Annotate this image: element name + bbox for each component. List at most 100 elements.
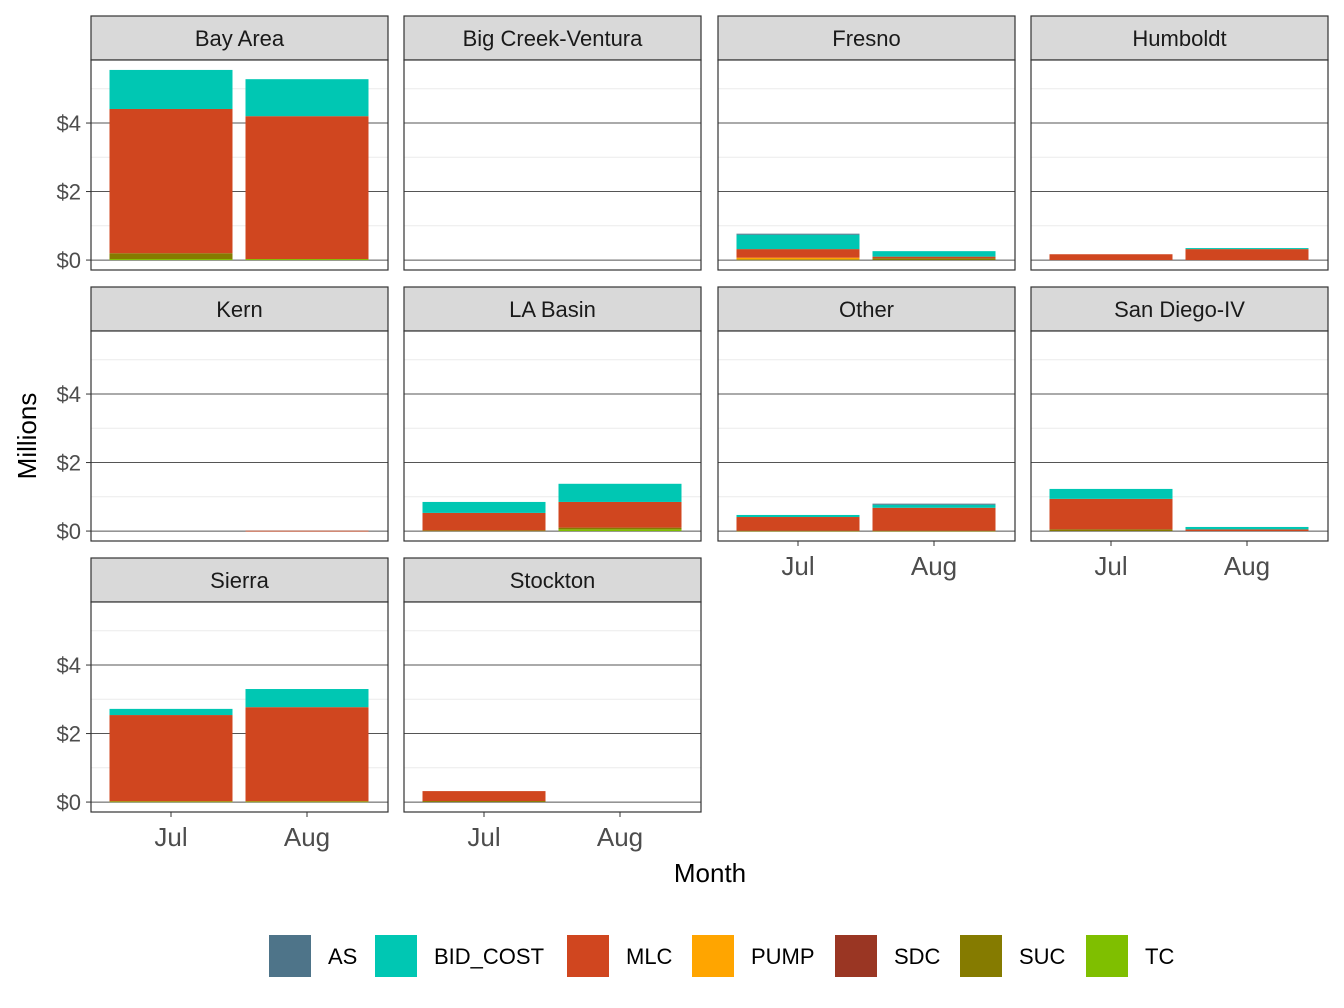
bar-segment-tc xyxy=(109,801,233,803)
bar-segment-bid_cost xyxy=(736,234,860,250)
facet-label: Humboldt xyxy=(1132,26,1226,51)
y-tick-label: $2 xyxy=(57,180,81,205)
bar-segment-mlc xyxy=(736,517,860,531)
y-tick-label: $0 xyxy=(57,790,81,815)
bar-segment-bid_cost xyxy=(736,514,860,518)
bar-segment-suc xyxy=(422,801,546,803)
facet-strip xyxy=(90,286,389,332)
panel-border xyxy=(90,59,389,271)
facet-strip xyxy=(1030,15,1329,61)
bar-segment-tc xyxy=(245,801,369,803)
facet-label: Other xyxy=(839,297,894,322)
x-tick-label: Jul xyxy=(1094,551,1127,581)
y-tick-label: $2 xyxy=(57,451,81,476)
facet-panel: LA Basin xyxy=(403,286,702,542)
bar-segment-suc xyxy=(872,530,996,532)
bar-segment-bid_cost xyxy=(245,689,369,708)
facet-panel: Stockton Jul Aug xyxy=(403,557,702,852)
legend-key-mlc xyxy=(567,935,609,977)
bar-segment-tc xyxy=(245,259,369,261)
facet-label: Fresno xyxy=(832,26,900,51)
y-axis-title: Millions xyxy=(12,393,42,480)
panel-background xyxy=(91,331,388,541)
y-tick-label: $4 xyxy=(57,111,81,136)
bar-segment-tc xyxy=(109,259,233,261)
x-tick-label: Aug xyxy=(911,551,957,581)
bar-segment-suc xyxy=(109,253,233,260)
bar-segment-tc xyxy=(558,529,682,532)
legend-key-sdc xyxy=(835,935,877,977)
facet-label: Big Creek-Ventura xyxy=(463,26,644,51)
panel-background xyxy=(1031,60,1328,270)
panel-border xyxy=(717,59,1016,271)
legend-label: AS xyxy=(328,944,357,969)
bar-segment-mlc xyxy=(245,707,369,802)
bar-segment-suc xyxy=(422,530,546,532)
bar-segment-bid_cost xyxy=(109,708,233,716)
facet-label: Bay Area xyxy=(195,26,285,51)
legend-label: PUMP xyxy=(751,944,815,969)
panel-border xyxy=(90,601,389,813)
facet-label: San Diego-IV xyxy=(1114,297,1245,322)
legend-key-pump xyxy=(692,935,734,977)
bar-segment-suc xyxy=(872,258,996,261)
legend-label: SUC xyxy=(1019,944,1066,969)
facet-panel: Kern $0 $2 $4 xyxy=(57,286,389,544)
y-tick-label: $0 xyxy=(57,519,81,544)
facet-label: Sierra xyxy=(210,568,269,593)
legend-label: MLC xyxy=(626,944,673,969)
legend-key-suc xyxy=(960,935,1002,977)
panel-border xyxy=(1030,59,1329,271)
bar-segment-suc xyxy=(558,527,682,530)
panel-border xyxy=(403,59,702,271)
bar-segment-bid_cost xyxy=(1185,248,1309,250)
facet-panel: San Diego-IV Jul Aug xyxy=(1030,286,1329,581)
bar-segment-bid_cost xyxy=(1049,488,1173,499)
x-tick-label: Jul xyxy=(467,822,500,852)
bar-segment-bid_cost xyxy=(872,251,996,257)
bar-segment-mlc xyxy=(872,256,996,259)
panel-border xyxy=(1030,330,1329,542)
facet-label: Stockton xyxy=(510,568,596,593)
facet-panel: Bay Area $0 $2 $4 xyxy=(57,15,389,273)
bar-segment-mlc xyxy=(245,530,369,532)
facet-panel: Big Creek-Ventura xyxy=(403,15,702,271)
bar-segment-mlc xyxy=(1185,249,1309,261)
y-tick-label: $2 xyxy=(57,722,81,747)
facet-strip xyxy=(717,286,1016,332)
y-tick-label: $0 xyxy=(57,248,81,273)
bar-segment-as xyxy=(736,233,860,235)
bar-segment-as xyxy=(872,503,996,505)
bar-segment-bid_cost xyxy=(1185,526,1309,530)
bar-segment-mlc xyxy=(872,507,996,531)
legend-key-tc xyxy=(1086,935,1128,977)
x-tick-label: Jul xyxy=(154,822,187,852)
legend-key-bid_cost xyxy=(375,935,417,977)
x-tick-label: Aug xyxy=(597,822,643,852)
facet-panel: Fresno xyxy=(717,15,1016,271)
bar-segment-mlc xyxy=(245,116,369,260)
facet-strip xyxy=(1030,286,1329,332)
bar-segment-mlc xyxy=(1049,498,1173,530)
bar-segment-bid_cost xyxy=(422,501,546,513)
y-tick-label: $4 xyxy=(57,382,81,407)
y-tick-label: $4 xyxy=(57,653,81,678)
panel-border xyxy=(403,601,702,813)
bar-segment-bid_cost xyxy=(245,79,369,117)
bar-segment-mlc xyxy=(558,501,682,528)
bar-segment-suc xyxy=(736,530,860,532)
facet-panel: Other Jul Aug xyxy=(717,286,1016,581)
bar-segment-mlc xyxy=(422,791,546,802)
facet-label: LA Basin xyxy=(509,297,596,322)
bar-segment-mlc xyxy=(1049,254,1173,261)
panel-border xyxy=(90,330,389,542)
panel-background xyxy=(404,60,701,270)
x-tick-label: Aug xyxy=(284,822,330,852)
bar-segment-bid_cost xyxy=(558,483,682,502)
panel-background xyxy=(404,602,701,812)
x-axis-title: Month xyxy=(674,858,746,888)
bar-segment-mlc xyxy=(109,715,233,802)
x-tick-label: Jul xyxy=(781,551,814,581)
legend-label: TC xyxy=(1145,944,1174,969)
